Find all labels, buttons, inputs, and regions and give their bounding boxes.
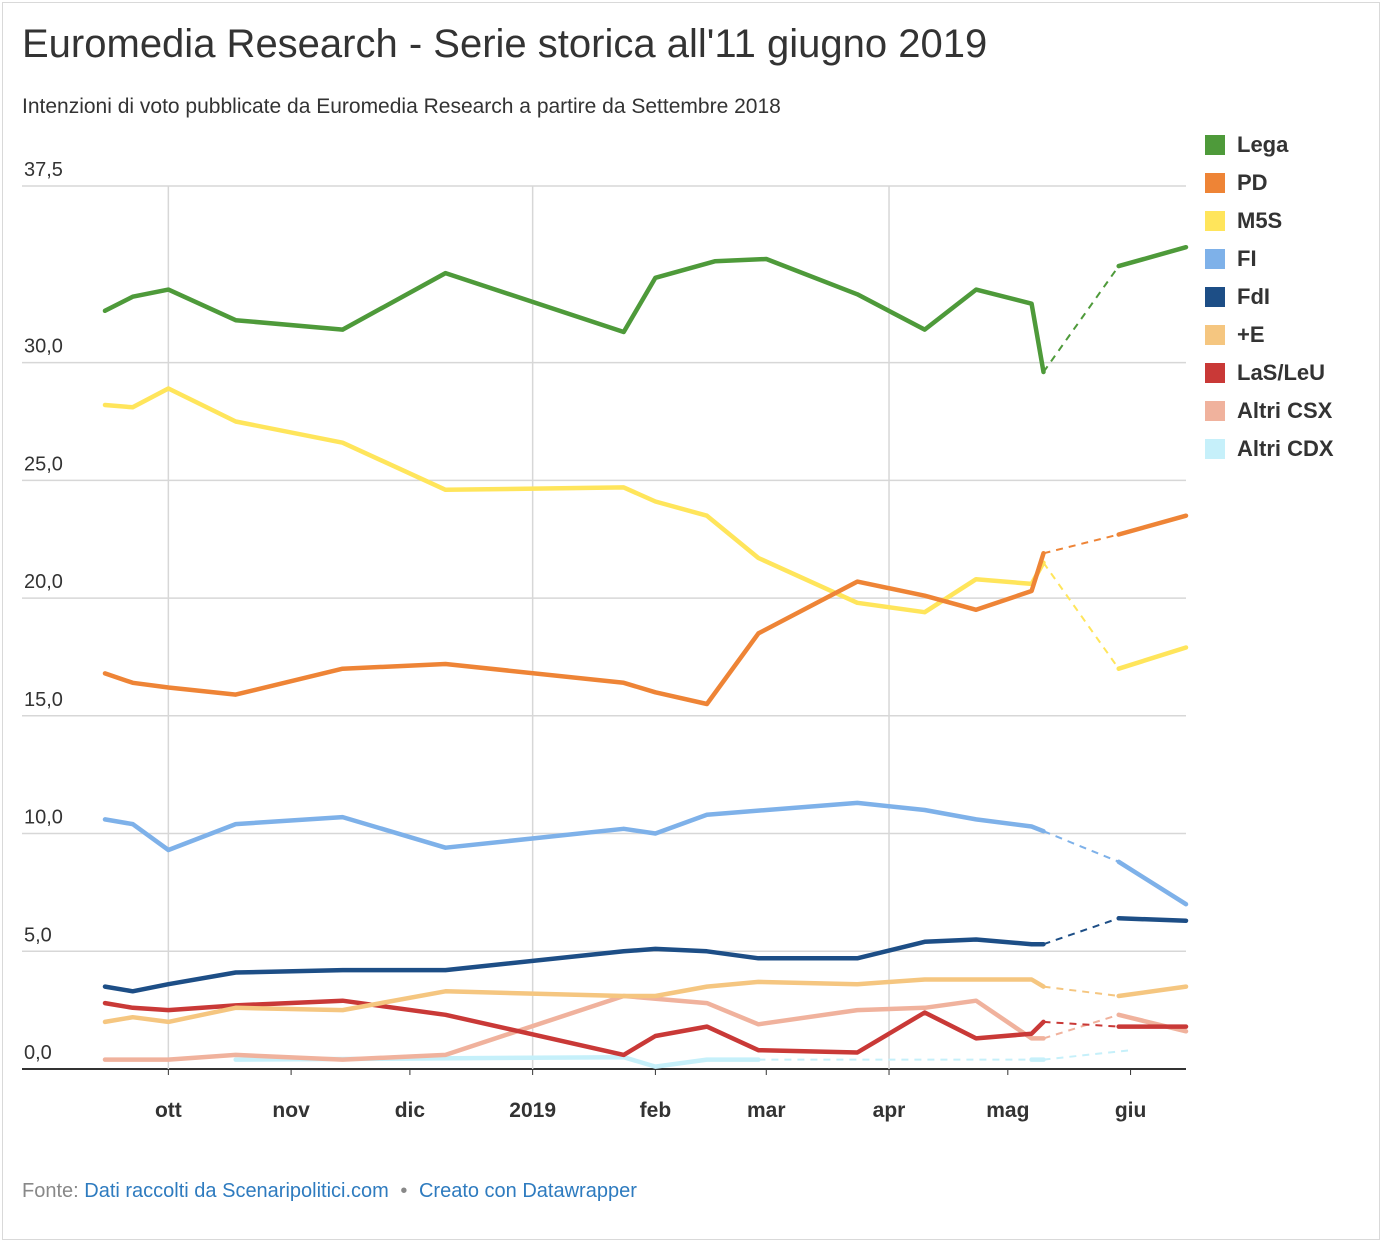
series-line-altri-csx [102, 993, 1046, 1062]
legend: Lega PD M5S FI FdI +E LaS/LeU Altri CSX Altri CD… [1205, 126, 1334, 468]
legend-swatch [1205, 249, 1225, 269]
series-gap-fi [1043, 830, 1120, 863]
series-gap-m5s [1042, 562, 1120, 670]
footer: Fonte: Dati raccolti da Scenaripolitici.… [22, 1180, 637, 1203]
source-prefix: Fonte: [22, 1180, 79, 1202]
y-tick-label: 5,0 [24, 924, 52, 946]
series-line-pd [102, 551, 1046, 707]
legend-item: LaS/LeU [1205, 354, 1334, 392]
y-tick-label: 0,0 [24, 1042, 52, 1064]
series-tail--e [1116, 984, 1189, 999]
x-tick-label: mag [986, 1099, 1029, 1122]
legend-item: M5S [1205, 202, 1334, 240]
series-line-las-leu [102, 998, 1046, 1058]
legend-label: PD [1237, 170, 1268, 195]
x-tick-label: feb [640, 1099, 672, 1122]
series-gap-lega [1042, 265, 1120, 373]
series-line-m5s [102, 386, 1046, 615]
y-tick-label: 20,0 [24, 571, 63, 593]
x-tick-label: giu [1115, 1099, 1147, 1122]
legend-swatch [1205, 325, 1225, 345]
y-tick-label: 30,0 [24, 336, 63, 358]
legend-label: Altri CDX [1237, 436, 1334, 461]
legend-item: PD [1205, 164, 1334, 202]
legend-swatch [1205, 363, 1225, 383]
x-tick-label: nov [272, 1099, 310, 1122]
series-gap-altri-csx [1043, 1013, 1119, 1040]
credit-link[interactable]: Creato con Datawrapper [418, 1180, 637, 1202]
y-tick-label: 37,5 [24, 159, 63, 181]
x-tick-label: 2019 [509, 1099, 556, 1122]
series-gap-end-altri-cdx [1043, 1049, 1131, 1061]
series-gap-fdi [1043, 917, 1120, 946]
series-line-altri-cdx [233, 1054, 761, 1069]
series-tail-pd [1116, 513, 1189, 537]
legend-label: FdI [1237, 284, 1270, 309]
chart-subtitle: Intenzioni di voto pubblicate da Euromed… [22, 95, 781, 118]
legend-label: Lega [1237, 132, 1289, 157]
legend-label: M5S [1237, 208, 1283, 233]
legend-item: Altri CSX [1205, 392, 1334, 430]
legend-swatch [1205, 401, 1225, 421]
series-gap--e [1043, 985, 1119, 997]
series-line--e [102, 977, 1046, 1025]
legend-label: +E [1237, 322, 1265, 347]
legend-swatch [1205, 135, 1225, 155]
x-tick-label: dic [395, 1099, 426, 1122]
chart-title: Euromedia Research - Serie storica all'1… [22, 22, 988, 66]
series-tail-m5s [1116, 645, 1189, 671]
series-line-fdi [102, 937, 1046, 994]
series-gap-pd [1043, 533, 1119, 555]
x-tick-label: mar [747, 1099, 786, 1122]
legend-item: FdI [1205, 278, 1334, 316]
series-tail-lega [1116, 244, 1189, 269]
legend-swatch [1205, 439, 1225, 459]
x-tick-label: apr [873, 1099, 906, 1122]
legend-label: Altri CSX [1237, 398, 1333, 423]
legend-label: FI [1237, 246, 1257, 271]
legend-label: LaS/LeU [1237, 360, 1326, 385]
legend-item: Lega [1205, 126, 1334, 164]
source-link[interactable]: Dati raccolti da Scenaripolitici.com [84, 1180, 389, 1202]
series-tail-fi [1116, 859, 1189, 907]
y-tick-label: 25,0 [24, 453, 63, 475]
legend-item: Altri CDX [1205, 430, 1334, 468]
x-tick-label: ott [155, 1099, 182, 1122]
series-tail-fdi [1116, 916, 1189, 923]
y-tick-label: 10,0 [24, 807, 63, 829]
legend-item: FI [1205, 240, 1334, 278]
series-line-lega [102, 256, 1046, 375]
legend-swatch [1205, 173, 1225, 193]
footer-separator: • [400, 1180, 408, 1202]
series-line-fi [102, 800, 1046, 853]
legend-swatch [1205, 211, 1225, 231]
legend-swatch [1205, 287, 1225, 307]
legend-item: +E [1205, 316, 1334, 354]
y-tick-label: 15,0 [24, 689, 63, 711]
